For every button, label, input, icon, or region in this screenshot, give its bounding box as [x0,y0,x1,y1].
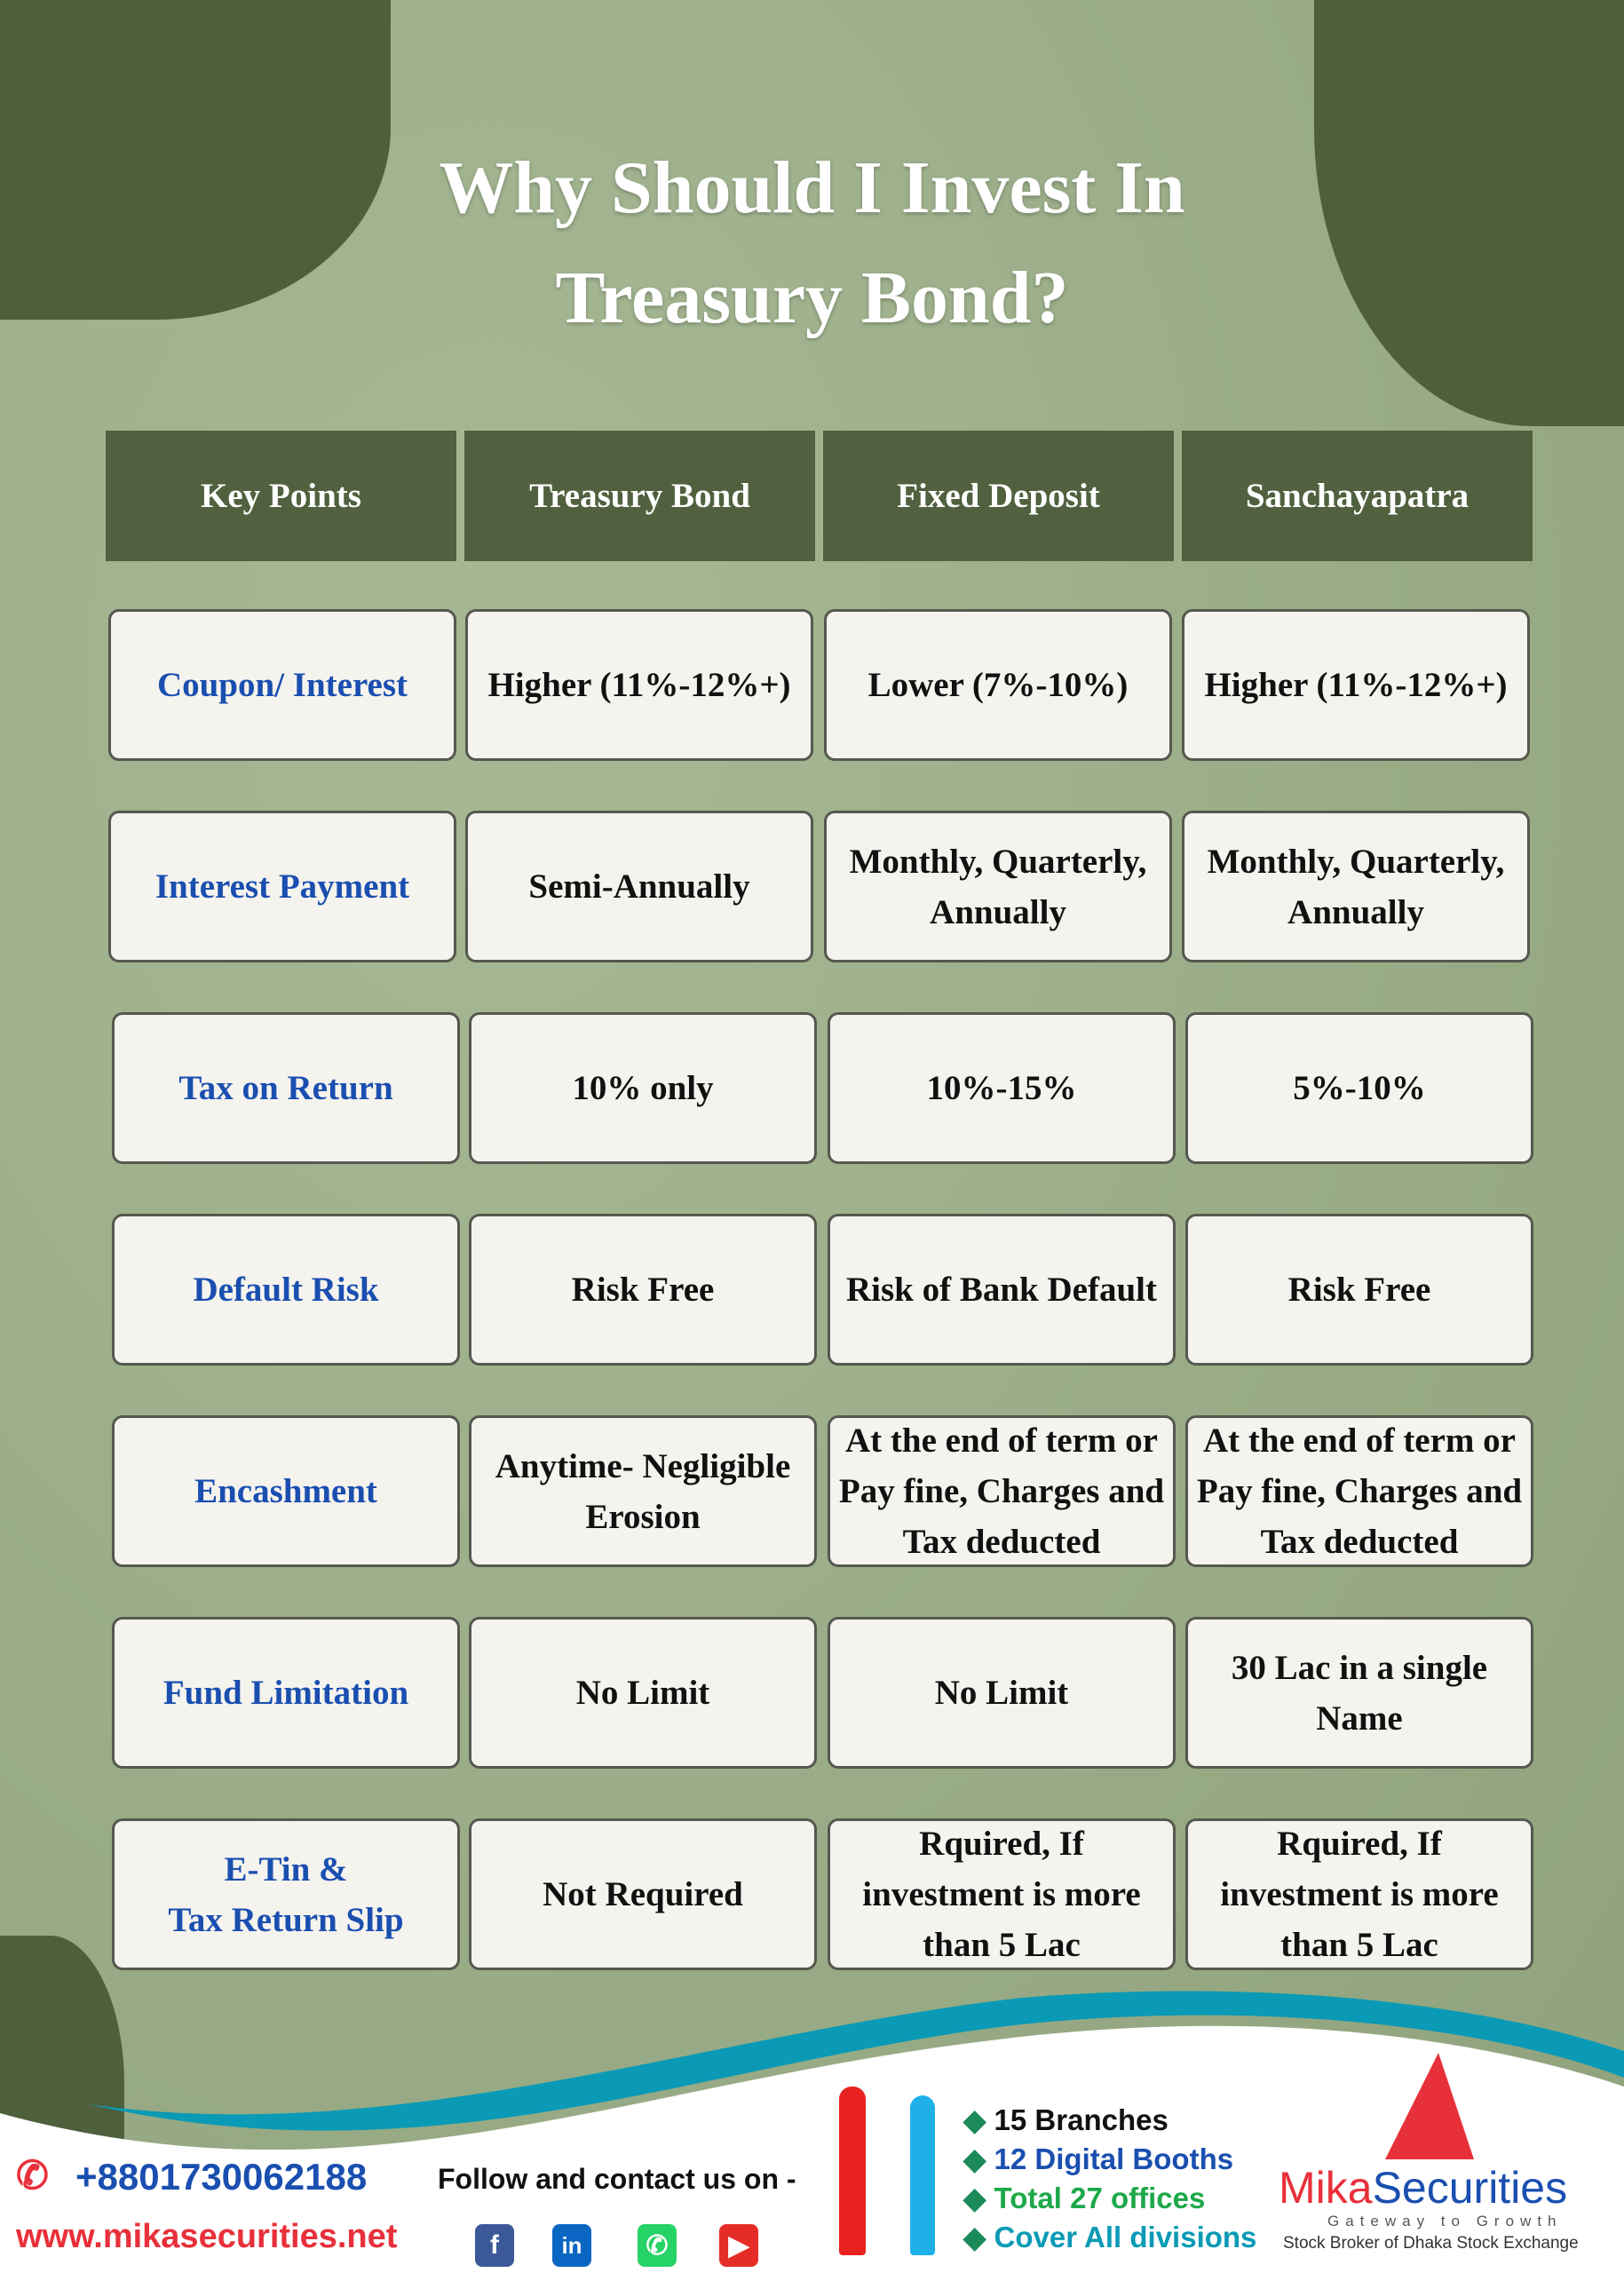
table-cell: Monthly, Quarterly, Annually [1182,811,1530,962]
table-cell: Semi-Annually [465,811,813,962]
table-cell: Not Required [469,1818,817,1970]
people-illustration [839,2087,866,2255]
footer-wave [0,1991,1624,2273]
table-cell: No Limit [828,1617,1176,1769]
table-cell: Higher (11%-12%+) [1182,609,1530,761]
row-key-cell: Default Risk [112,1214,460,1366]
phone-number[interactable]: +8801730062188 [75,2156,368,2198]
stat-offices: Total 27 offices [963,2181,1206,2215]
table-cell: Lower (7%-10%) [824,609,1172,761]
table-cell: No Limit [469,1617,817,1769]
table-cell: Anytime- Negligible Erosion [469,1415,817,1567]
table-cell: 30 Lac in a single Name [1185,1617,1533,1769]
table-cell: At the end of term or Pay fine, Charges … [1185,1415,1533,1567]
page-title: Why Should I Invest In Treasury Bond? [439,147,1185,339]
table-cell: Rquired, If investment is more than 5 La… [1185,1818,1533,1970]
table-cell: Risk Free [1185,1214,1533,1366]
row-key-cell: E-Tin & Tax Return Slip [112,1818,460,1970]
people-illustration [910,2095,935,2255]
website-link[interactable]: www.mikasecurities.net [16,2218,398,2255]
column-header: Sanchayapatra [1182,431,1533,561]
row-key-cell: Coupon/ Interest [108,609,456,761]
linkedin-icon[interactable]: in [552,2224,591,2267]
stat-booths: 12 Digital Booths [963,2142,1234,2176]
row-key-cell: Tax on Return [112,1012,460,1164]
table-cell: Risk Free [469,1214,817,1366]
table-cell: Risk of Bank Default [828,1214,1176,1366]
row-key-cell: Interest Payment [108,811,456,962]
row-key-cell: Fund Limitation [112,1617,460,1769]
phone-icon: ✆ [16,2154,49,2198]
brand-subtitle: Stock Broker of Dhaka Stock Exchange [1283,2234,1579,2253]
table-cell: 5%-10% [1185,1012,1533,1164]
follow-text: Follow and contact us on - [438,2163,796,2195]
facebook-icon[interactable]: f [475,2224,514,2267]
brand-tagline: Gateway to Growth [1327,2213,1563,2229]
table-cell: Monthly, Quarterly, Annually [824,811,1172,962]
whatsapp-icon[interactable]: ✆ [638,2224,677,2267]
column-header: Key Points [106,431,456,561]
youtube-icon[interactable]: ▶ [719,2224,758,2267]
stat-branches: 15 Branches [963,2103,1168,2137]
mika-logo-icon [1385,2053,1474,2159]
column-header: Treasury Bond [464,431,815,561]
brand-name: MikaSecurities [1279,2163,1568,2213]
column-header: Fixed Deposit [823,431,1174,561]
table-cell: Higher (11%-12%+) [465,609,813,761]
table-cell: At the end of term or Pay fine, Charges … [828,1415,1176,1567]
table-cell: 10% only [469,1012,817,1164]
stat-divisions: Cover All divisions [963,2220,1257,2254]
table-cell: 10%-15% [828,1012,1176,1164]
table-cell: Rquired, If investment is more than 5 La… [828,1818,1176,1970]
row-key-cell: Encashment [112,1415,460,1567]
